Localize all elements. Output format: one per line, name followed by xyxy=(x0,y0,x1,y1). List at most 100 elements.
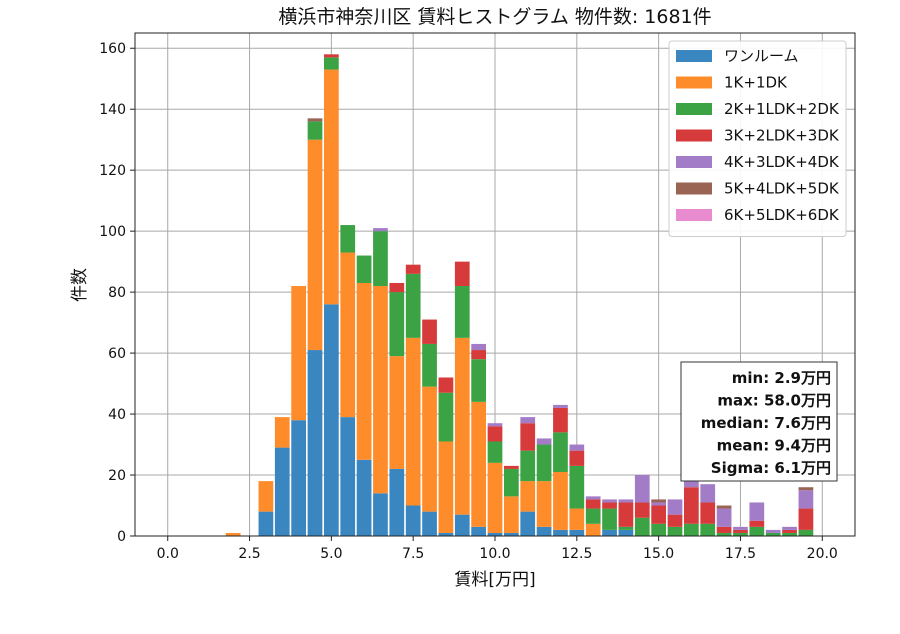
bar-segment xyxy=(553,471,568,530)
bar-segment xyxy=(520,417,536,424)
chart-title: 横浜市神奈川区 賃料ヒストグラム 物件数: 1681件 xyxy=(278,6,711,28)
bar-segment xyxy=(373,286,388,494)
bar-segment xyxy=(454,337,470,515)
bar-segment xyxy=(553,407,568,433)
legend-swatch xyxy=(676,129,712,142)
bar-segment xyxy=(471,350,486,360)
bar-segment xyxy=(798,529,814,536)
bar-segment xyxy=(716,508,732,527)
bar-segment xyxy=(487,462,503,533)
bar-segment xyxy=(651,499,666,503)
x-tick-label: 2.5 xyxy=(238,546,260,562)
y-axis-ticks: 0 20 40 60 80 100 120 140 160 xyxy=(99,41,135,545)
stats-line: mean: 9.4万円 xyxy=(717,437,831,455)
bar-segment xyxy=(405,337,421,506)
bar-segment xyxy=(569,450,585,466)
stats-line: max: 58.0万円 xyxy=(717,392,831,410)
bar-segment xyxy=(749,520,765,527)
bar-segment xyxy=(634,475,650,503)
bar-segment xyxy=(536,438,552,445)
legend: ワンルーム 1K+1DK 2K+1LDK+2DK 3K+2LDK+3DK 4K+3LDK… xyxy=(668,40,847,237)
bar-segment xyxy=(602,508,617,530)
bar-segment xyxy=(324,54,339,58)
bar-segment xyxy=(258,481,274,512)
bar-segment xyxy=(405,505,421,536)
bar-segment xyxy=(749,526,765,536)
y-tick-label: 160 xyxy=(99,41,126,57)
bar-segment xyxy=(422,343,437,387)
bar-segment xyxy=(454,514,470,536)
legend-label: 2K+1LDK+2DK xyxy=(724,100,840,118)
legend-box xyxy=(668,40,847,237)
y-axis-label: 件数 xyxy=(70,268,90,302)
bar-segment xyxy=(798,508,814,530)
bar-segment xyxy=(471,401,486,527)
y-tick-label: 140 xyxy=(99,102,126,118)
bar-segment xyxy=(274,447,290,536)
bar-segment xyxy=(667,526,683,536)
x-tick-label: 7.5 xyxy=(402,546,424,562)
stats-box-frame xyxy=(680,361,838,482)
bar-segment xyxy=(716,505,732,509)
bar-segment xyxy=(504,496,519,533)
bar-segment xyxy=(471,526,486,536)
bar-segment xyxy=(422,319,437,344)
legend-label: 6K+5LDK+6DK xyxy=(724,206,840,224)
x-tick-label: 10.0 xyxy=(479,546,510,562)
bar-segment xyxy=(585,523,601,536)
bar-segment xyxy=(324,69,339,305)
legend-label: ワンルーム xyxy=(724,47,799,65)
legend-swatch xyxy=(676,156,712,168)
bar-segment xyxy=(471,343,486,351)
y-tick-label: 60 xyxy=(108,346,126,362)
x-tick-label: 0.0 xyxy=(157,546,179,562)
bar-segment xyxy=(536,444,552,482)
bar-segment xyxy=(389,292,405,357)
stats-line: min: 2.9万円 xyxy=(732,369,831,387)
x-tick-label: 20.0 xyxy=(807,546,838,562)
y-tick-label: 80 xyxy=(108,285,126,301)
bar-segment xyxy=(618,502,634,527)
bar-segment xyxy=(602,502,617,509)
bar-segment xyxy=(634,517,650,536)
bar-segment xyxy=(340,252,356,418)
legend-label: 1K+1DK xyxy=(724,74,788,92)
bar-segment xyxy=(700,484,716,503)
bar-segment xyxy=(487,532,503,536)
x-tick-label: 15.0 xyxy=(643,546,674,562)
bar-segment xyxy=(684,487,699,524)
bar-segment xyxy=(684,523,699,536)
stats-box: min: 2.9万円 max: 58.0万円 median: 7.6万円 mean: … xyxy=(680,361,838,482)
bar-segment xyxy=(651,502,666,506)
bar-segment xyxy=(438,441,454,533)
bar-segment xyxy=(291,286,306,421)
bar-segment xyxy=(667,499,683,515)
bar-segment xyxy=(422,386,437,512)
bar-segment xyxy=(553,529,568,536)
legend-label: 3K+2LDK+3DK xyxy=(724,127,840,145)
legend-swatch xyxy=(676,103,712,115)
bar-segment xyxy=(782,532,797,536)
bar-segment xyxy=(733,526,748,530)
bar-segment xyxy=(324,304,339,536)
bar-segment xyxy=(569,529,585,536)
bar-segment xyxy=(471,359,486,402)
bar-segment xyxy=(356,282,372,460)
bar-segment xyxy=(798,490,814,509)
y-tick-label: 40 xyxy=(108,407,126,423)
y-tick-label: 100 xyxy=(99,224,126,240)
bar-segment xyxy=(487,423,503,427)
x-axis-label: 賃料[万円] xyxy=(454,570,535,590)
bar-segment xyxy=(356,255,372,283)
y-tick-label: 20 xyxy=(108,468,126,484)
bar-segment xyxy=(504,532,519,536)
bar-segment xyxy=(307,118,323,122)
bar-segment xyxy=(765,532,781,536)
bar-segment xyxy=(520,511,536,536)
bar-segment xyxy=(782,529,797,533)
legend-swatch xyxy=(676,76,712,89)
bar-segment xyxy=(373,493,388,536)
x-tick-label: 17.5 xyxy=(725,546,756,562)
